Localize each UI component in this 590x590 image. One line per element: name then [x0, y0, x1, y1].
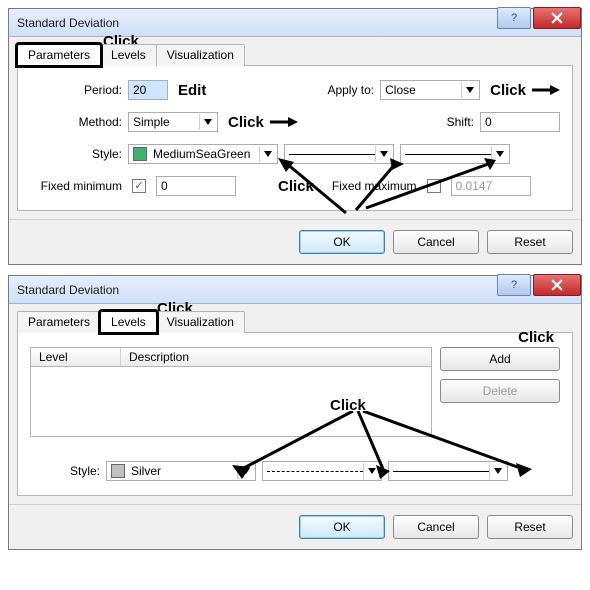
delete-button: Delete [440, 379, 560, 403]
fixedmax-label: Fixed maximum [332, 179, 417, 193]
titlebar: Standard Deviation ? [9, 9, 581, 37]
applyto-select[interactable]: Close [380, 80, 480, 100]
row-fixed: Fixed minimum Click Fixed maximum [30, 176, 560, 196]
reset-button[interactable]: Reset [487, 515, 573, 539]
col-level[interactable]: Level [31, 348, 121, 366]
close-button[interactable] [533, 7, 581, 29]
levels-list-area: Level Description Add Delete [30, 347, 560, 437]
row-period-apply: Period: Edit Apply to: Close Click [30, 80, 560, 100]
style-label: Style: [30, 464, 100, 478]
period-input[interactable] [128, 80, 168, 100]
levels-panel: Click Level Description Add Delete Click… [17, 333, 573, 496]
list-body[interactable] [30, 367, 432, 437]
col-description[interactable]: Description [121, 348, 431, 366]
parameters-panel: Period: Edit Apply to: Close Click Metho… [17, 66, 573, 211]
dialog-body: Click Parameters Levels Visualization Pe… [9, 37, 581, 219]
dialog-levels: Standard Deviation ? Click Parameters Le… [8, 275, 582, 550]
method-select[interactable]: Simple [128, 112, 218, 132]
row-style: Style: MediumSeaGreen [30, 144, 560, 164]
style-width-select[interactable] [400, 144, 510, 164]
dialog-parameters: Standard Deviation ? Click Parameters Le… [8, 8, 582, 265]
cancel-button[interactable]: Cancel [393, 230, 479, 254]
button-bar: OK Cancel Reset [9, 504, 581, 549]
style-line-select[interactable] [284, 144, 394, 164]
tab-levels[interactable]: Levels [100, 44, 157, 66]
button-bar: OK Cancel Reset [9, 219, 581, 264]
line-preview [393, 471, 489, 472]
style-color-select[interactable]: Silver [106, 461, 256, 481]
chevron-down-icon [259, 146, 275, 162]
method-label: Method: [30, 115, 122, 129]
row-style: Style: Silver [30, 461, 560, 481]
tab-parameters[interactable]: Parameters [17, 311, 101, 333]
list-side-buttons: Add Delete [440, 347, 560, 437]
help-button[interactable]: ? [497, 7, 531, 29]
row-method-shift: Method: Simple Click Shift: [30, 112, 560, 132]
color-swatch [133, 147, 147, 161]
fixedmax-checkbox[interactable] [427, 179, 441, 193]
window-buttons: ? [495, 276, 581, 303]
tab-visualization[interactable]: Visualization [156, 44, 245, 66]
line-preview-dashed [267, 471, 363, 472]
chevron-down-icon [491, 146, 507, 162]
dialog-body: Click Parameters Levels Visualization Cl… [9, 304, 581, 504]
style-color-name: MediumSeaGreen [153, 147, 250, 161]
method-value: Simple [133, 115, 170, 129]
window-buttons: ? [495, 9, 581, 36]
line-preview [405, 154, 491, 155]
color-swatch [111, 464, 125, 478]
fixedmax-input [451, 176, 531, 196]
chevron-down-icon [237, 463, 253, 479]
titlebar: Standard Deviation ? [9, 276, 581, 304]
help-button[interactable]: ? [497, 274, 531, 296]
add-button[interactable]: Add [440, 347, 560, 371]
window-title: Standard Deviation [17, 16, 495, 30]
annotation-click-applyto: Click [490, 82, 526, 99]
reset-button[interactable]: Reset [487, 230, 573, 254]
style-color-name: Silver [131, 464, 161, 478]
shift-input[interactable] [480, 112, 560, 132]
tab-visualization[interactable]: Visualization [156, 311, 245, 333]
tab-parameters[interactable]: Parameters [17, 44, 101, 66]
tab-levels[interactable]: Levels [100, 311, 157, 333]
chevron-down-icon [363, 463, 379, 479]
chevron-down-icon [461, 82, 477, 98]
fixedmin-label: Fixed minimum [30, 179, 122, 193]
cancel-button[interactable]: Cancel [393, 515, 479, 539]
ok-button[interactable]: OK [299, 515, 385, 539]
style-label: Style: [30, 147, 122, 161]
ok-button[interactable]: OK [299, 230, 385, 254]
levels-list: Level Description [30, 347, 432, 437]
style-color-select[interactable]: MediumSeaGreen [128, 144, 278, 164]
chevron-down-icon [199, 114, 215, 130]
window-title: Standard Deviation [17, 283, 495, 297]
style-width-select[interactable] [388, 461, 508, 481]
applyto-label: Apply to: [314, 83, 374, 97]
shift-label: Shift: [434, 115, 474, 129]
tabs: Parameters Levels Visualization [17, 310, 573, 333]
style-line-select[interactable] [262, 461, 382, 481]
applyto-value: Close [385, 83, 416, 97]
annotation-click-method: Click [228, 114, 264, 131]
annotation-click-style: Click [278, 178, 314, 195]
line-preview [289, 154, 375, 155]
period-label: Period: [30, 83, 122, 97]
chevron-down-icon [489, 463, 505, 479]
fixedmin-checkbox[interactable] [132, 179, 146, 193]
list-header: Level Description [30, 347, 432, 367]
chevron-down-icon [375, 146, 391, 162]
close-button[interactable] [533, 274, 581, 296]
tabs: Parameters Levels Visualization [17, 43, 573, 66]
fixedmin-input[interactable] [156, 176, 236, 196]
annotation-edit: Edit [178, 82, 206, 99]
